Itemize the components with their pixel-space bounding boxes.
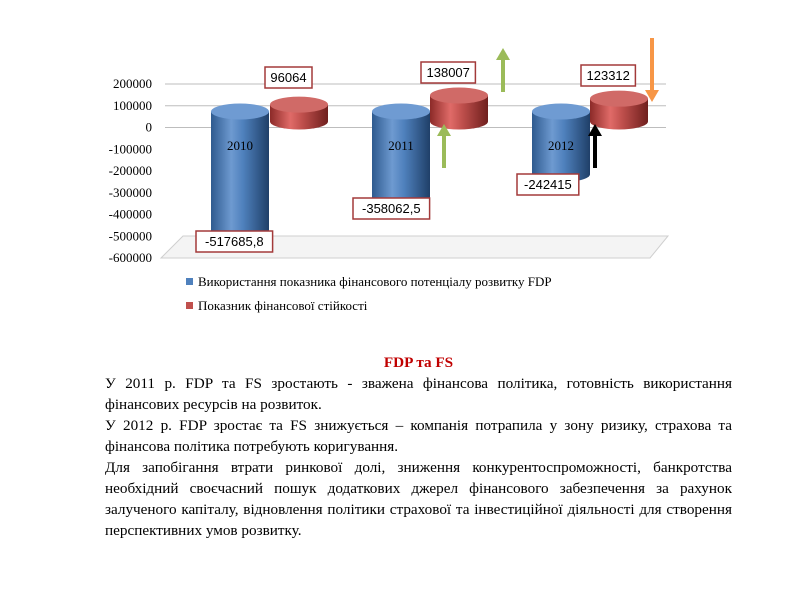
data-label-fs-2011-text: 138007 [427,65,470,80]
y-tick-label: -500000 [109,228,152,243]
chart-floor [159,235,670,259]
text-heading: FDP та FS [383,354,454,371]
arrow-up-icon [437,124,451,168]
data-label-fdp-2011: -358062,5 [352,197,431,220]
chart-arrows [437,38,659,168]
y-tick-label: -300000 [109,185,152,200]
bar-fdp-2011-cap [372,103,430,120]
category-label: 2011 [388,138,414,153]
bar-fs-2011-body [430,95,488,130]
arrow-up-icon [588,124,602,168]
legend-label: Використання показника фінансового потен… [198,274,552,289]
bar-fdp-2011-body [372,111,430,208]
legend-item-1: Використання показника фінансового потен… [186,274,552,289]
data-label-fs-2010-box [264,66,313,89]
data-label-fdp-2011-text: -358062,5 [362,201,421,216]
data-label-fs-2010: 96064 [264,66,313,89]
bar-fs-2012 [590,90,648,130]
data-label-fdp-2012-text: -242415 [524,177,572,192]
paragraph-1: У 2011 р. FDP та FS зростають - зважена … [105,375,732,413]
bar-fs-2011 [430,87,488,130]
y-tick-label: -600000 [109,250,152,265]
data-label-fs-2012: 123312 [580,64,637,87]
paragraph-3: Для запобігання втрати ринкової долі, зн… [105,459,732,539]
legend-swatch [186,302,193,309]
y-tick-label: 100000 [113,98,152,113]
y-tick-label: -100000 [109,141,152,156]
data-label-fs-2010-text: 96064 [270,70,306,85]
bar-fs-2011-cap [430,87,488,104]
arrow-down-icon [645,38,659,102]
bar-fdp-2012: 2012 [532,103,590,183]
data-label-fdp-2012-box [516,173,580,196]
bar-fdp-2011: 2011 [372,103,430,208]
data-label-fs-2011: 138007 [420,61,477,84]
chart-bars: 2010 2011 2012 [211,87,648,243]
data-labels: -517685,8 -358062,5 -242415 96064 138007 1233… [195,61,637,253]
data-label-fs-2012-text: 123312 [587,68,630,83]
data-label-fdp-2012: -242415 [516,173,580,196]
category-label: 2012 [548,138,574,153]
category-label: 2010 [227,138,253,153]
legend-swatch [186,278,193,285]
bar-fdp-2012-cap [532,103,590,120]
chart-legend: Використання показника фінансового потен… [186,274,552,313]
arrow-up-icon [496,48,510,92]
data-label-fs-2011-box [420,61,477,84]
data-label-fs-2012-box [580,64,637,87]
data-label-fdp-2010-box [195,230,274,253]
arrow-head [496,48,510,60]
bar-fdp-2010: 2010 [211,103,269,243]
legend-label: Показник фінансової стійкості [198,298,368,313]
legend-item-2: Показник фінансової стійкості [186,298,368,313]
paragraph-2: У 2012 р. FDP зростає та FS знижується –… [105,417,732,455]
bar-fdp-2010-cap [211,103,269,120]
bar-fdp-2010-body [211,111,269,243]
bar-fs-2010 [270,96,328,130]
data-label-fdp-2010-text: -517685,8 [205,234,264,249]
arrow-head [588,124,602,136]
y-axis: 200000 100000 0 -100000 -200000 -300000 -40000… [109,76,152,265]
text-block: FDP та FS У 2011 р. FDP та FS зростають … [105,352,732,541]
bar-fs-2010-cap [270,96,328,113]
bar-fs-2012-body [590,98,648,130]
chart: 200000 100000 0 -100000 -200000 -300000 -40000… [109,38,670,313]
arrow-head [645,90,659,102]
y-tick-label: 0 [146,120,153,135]
arrow-head [437,124,451,136]
chart-floor-plane [159,235,670,259]
bar-fdp-2012-body [532,111,590,183]
y-tick-label: -400000 [109,207,152,222]
data-label-fdp-2010: -517685,8 [195,230,274,253]
bar-fs-2012-cap [590,90,648,107]
data-label-fdp-2011-box [352,197,431,220]
y-tick-label: 200000 [113,76,152,91]
y-tick-label: -200000 [109,163,152,178]
